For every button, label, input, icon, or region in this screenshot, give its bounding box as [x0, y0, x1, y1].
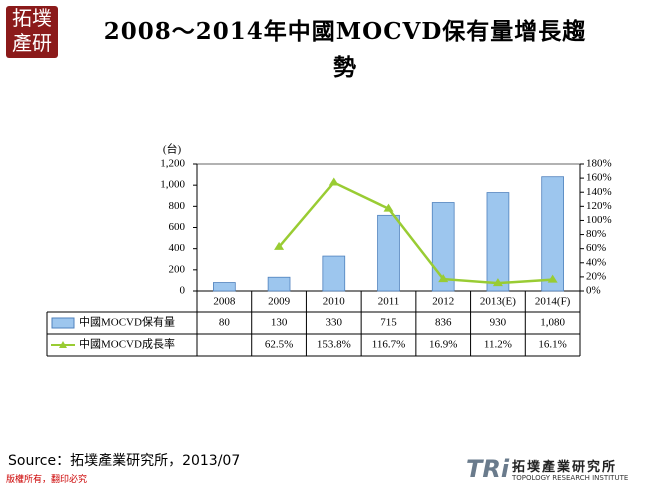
y2-tick-label: 80% [586, 228, 606, 240]
table-value: 1,080 [540, 317, 565, 329]
table-value: 116.7% [372, 339, 406, 351]
y-tick-label: 0 [180, 285, 186, 297]
bar [377, 214, 400, 292]
y2-tick-label: 20% [586, 270, 606, 282]
line-marker [274, 241, 285, 250]
line [278, 180, 553, 285]
table-value: 715 [380, 317, 397, 329]
legend-label: 中國MOCVD成長率 [79, 337, 175, 351]
y-tick-label: 1,000 [160, 179, 185, 191]
y-axis-label: (台) [163, 142, 182, 156]
x-tick-label: 2013(E) [480, 296, 516, 308]
x-tick-label: 2011 [378, 296, 400, 308]
line-marker [438, 274, 449, 283]
y-tick-label: 1,200 [160, 158, 185, 170]
line-marker [547, 274, 558, 283]
bar [267, 276, 291, 292]
bar [541, 176, 564, 292]
y2-tick-label: 60% [586, 242, 606, 254]
table-value: 16.1% [538, 339, 566, 351]
logo-name: 拓墣產業研究所 [512, 460, 618, 475]
x-tick-label: 2012 [432, 296, 454, 308]
line-marker [328, 177, 339, 186]
y2-tick-label: 120% [586, 200, 612, 212]
logo-mark: TRi [466, 455, 510, 483]
table-value: 330 [326, 317, 343, 329]
legend-label: 中國MOCVD保有量 [79, 315, 175, 329]
logo-subtitle: TOPOLOGY RESEARCH INSTITUTE [512, 474, 629, 482]
line-marker [383, 203, 394, 212]
y-tick-label: 600 [169, 221, 186, 233]
bar [213, 282, 236, 292]
table-value: 11.2% [484, 339, 512, 351]
y-tick-label: 200 [169, 263, 186, 275]
x-tick-label: 2014(F) [535, 296, 571, 308]
bar [322, 255, 346, 292]
y2-tick-label: 0% [586, 285, 601, 297]
y-tick-label: 800 [169, 200, 186, 212]
y2-tick-label: 140% [586, 186, 612, 198]
line-marker [492, 278, 503, 287]
y-tick-label: 400 [169, 242, 186, 254]
y2-tick-label: 100% [586, 214, 612, 226]
table-value: 62.5% [265, 339, 293, 351]
copyright: 版權所有，翻印必究 [6, 475, 88, 485]
legend-swatch [51, 317, 75, 329]
source: Source：拓墣產業研究所，2013/07 [8, 453, 241, 469]
y2-tick-label: 40% [586, 256, 606, 268]
table-value: 930 [490, 317, 507, 329]
legend-marker [59, 341, 67, 348]
table-value: 130 [271, 317, 288, 329]
bar [486, 192, 510, 292]
chart-title: 2008～2014年中國MOCVD保有量增長趨勢 [103, 18, 587, 81]
x-tick-label: 2009 [268, 296, 291, 308]
bar [431, 202, 455, 292]
y2-tick-label: 180% [586, 158, 612, 170]
table-value: 80 [219, 317, 231, 329]
table-value: 16.9% [429, 339, 457, 351]
badge: 拓墣產研 [6, 6, 58, 58]
table-value: 836 [435, 317, 452, 329]
table-value: 153.8% [317, 339, 351, 351]
x-tick-label: 2010 [323, 296, 346, 308]
y2-tick-label: 160% [586, 172, 612, 184]
x-tick-label: 2008 [213, 296, 236, 308]
